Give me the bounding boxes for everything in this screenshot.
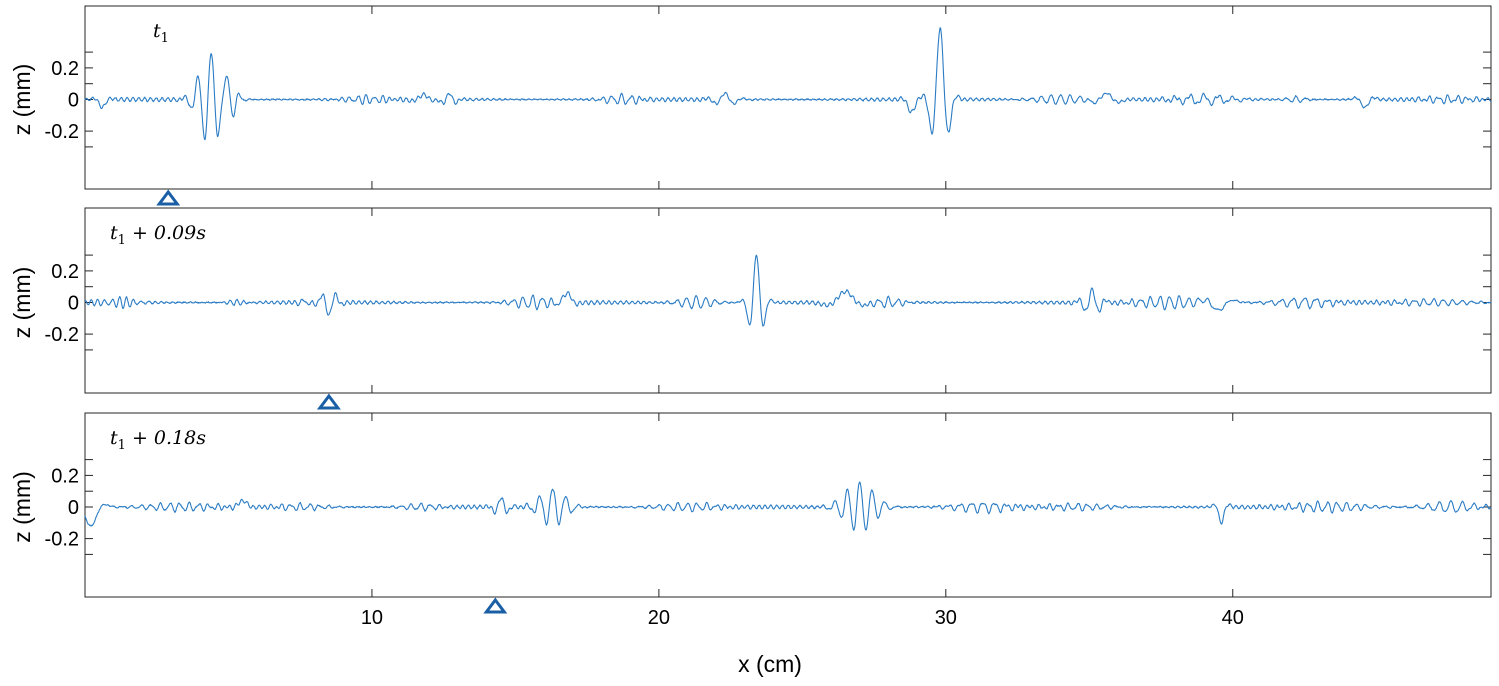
x-tick-label: 30 — [935, 607, 957, 629]
y-tick-label: 0.2 — [51, 465, 79, 487]
panel-3: -0.2 0 0.2 z (mm) 10 20 30 40 t1 + 0.18s — [9, 412, 1492, 629]
y-tick-label: 0 — [68, 293, 79, 315]
z-trace-line — [84, 27, 1492, 141]
position-marker-triangle — [156, 189, 181, 206]
position-marker-triangle — [483, 597, 508, 614]
panel-1: -0.2 0 0.2 z (mm) t1 — [9, 5, 1492, 206]
x-axis-title: x (cm) — [738, 651, 802, 677]
y-tick-label: -0.2 — [45, 324, 79, 346]
axes-frame — [84, 412, 1492, 598]
y-tick-label: 0.2 — [51, 58, 79, 80]
x-tick-label: 40 — [1222, 607, 1244, 629]
x-tick-label: 20 — [648, 607, 670, 629]
y-tick-label: -0.2 — [45, 529, 79, 551]
y-tick-label: -0.2 — [45, 121, 79, 143]
panel-time-label: t1 — [153, 20, 169, 46]
x-tick-label: 10 — [361, 607, 383, 629]
y-tick-label: 0 — [68, 90, 79, 112]
y-axis-title: z (mm) — [9, 471, 35, 543]
z-trace-line — [84, 481, 1492, 531]
position-marker-triangle — [316, 393, 341, 410]
panel-time-label: t1 + 0.09s — [110, 222, 206, 248]
z-trace-line — [84, 254, 1492, 327]
y-axis-title: z (mm) — [9, 64, 35, 136]
panel-time-label: t1 + 0.18s — [110, 427, 206, 453]
axes-frame — [84, 5, 1492, 190]
y-tick-label: 0 — [68, 497, 79, 519]
panels: -0.2 0 0.2 z (mm) t1 -0.2 0 0.2 z (mm) t1 + 0.09s… — [9, 5, 1492, 629]
y-axis-title: z (mm) — [9, 267, 35, 339]
axes-frame — [84, 207, 1492, 394]
y-tick-label: 0.2 — [51, 261, 79, 283]
panel-2: -0.2 0 0.2 z (mm) t1 + 0.09s — [9, 207, 1492, 410]
